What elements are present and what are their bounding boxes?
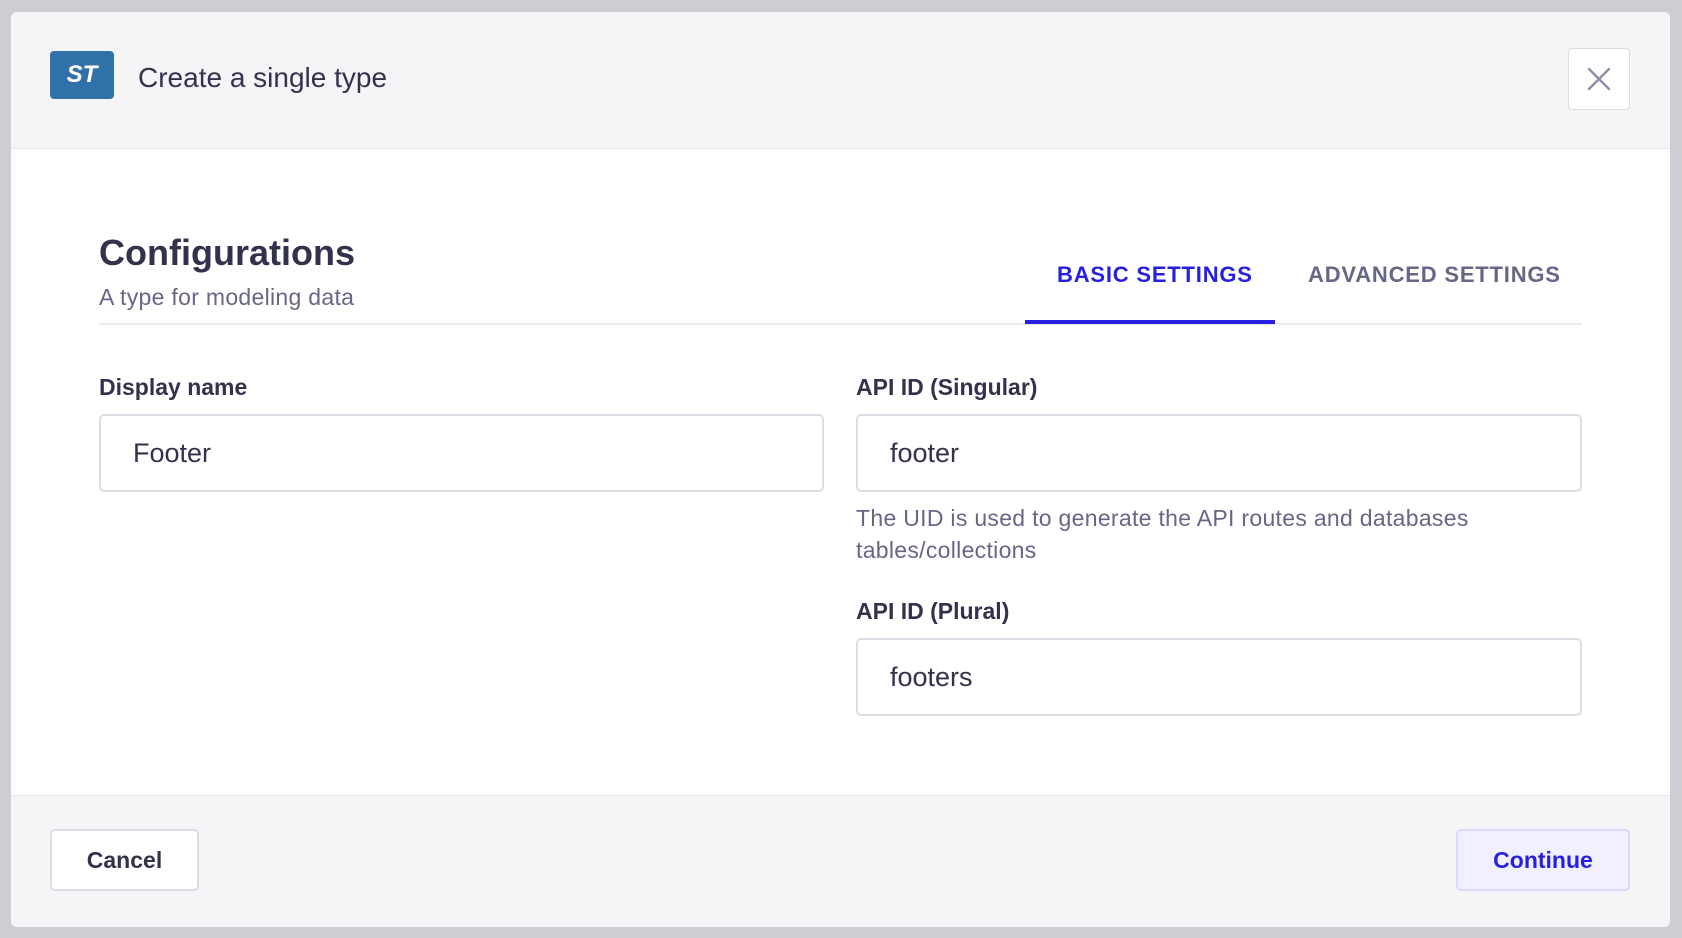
api-id-singular-help: The UID is used to generate the API rout… [856,505,1469,563]
api-id-plural-label: API ID (Plural) [856,598,1010,624]
api-id-plural-input[interactable] [856,638,1582,716]
tab-advanced-settings[interactable]: ADVANCED SETTINGS [1308,262,1561,287]
section-subtitle: A type for modeling data [99,284,355,310]
close-button[interactable] [1568,48,1630,110]
continue-button[interactable]: Continue [1456,829,1630,891]
api-id-singular-label: API ID (Singular) [856,374,1038,400]
modal-title: Create a single type [138,62,388,93]
create-single-type-modal: ST Create a single type Configurations A… [11,12,1670,927]
section-heading: Configurations [99,232,355,273]
active-tab-indicator [1025,320,1275,324]
cancel-button[interactable]: Cancel [50,829,199,891]
tab-basic-settings[interactable]: BASIC SETTINGS [1057,262,1253,287]
modal-header: ST Create a single type [11,12,1670,149]
single-type-badge: ST [50,51,114,99]
api-id-singular-input[interactable] [856,414,1582,492]
tabs-divider [99,323,1582,325]
modal-footer: Cancel Continue [11,795,1670,927]
display-name-input[interactable] [99,414,824,492]
close-icon [1587,67,1611,91]
display-name-label: Display name [99,374,248,400]
